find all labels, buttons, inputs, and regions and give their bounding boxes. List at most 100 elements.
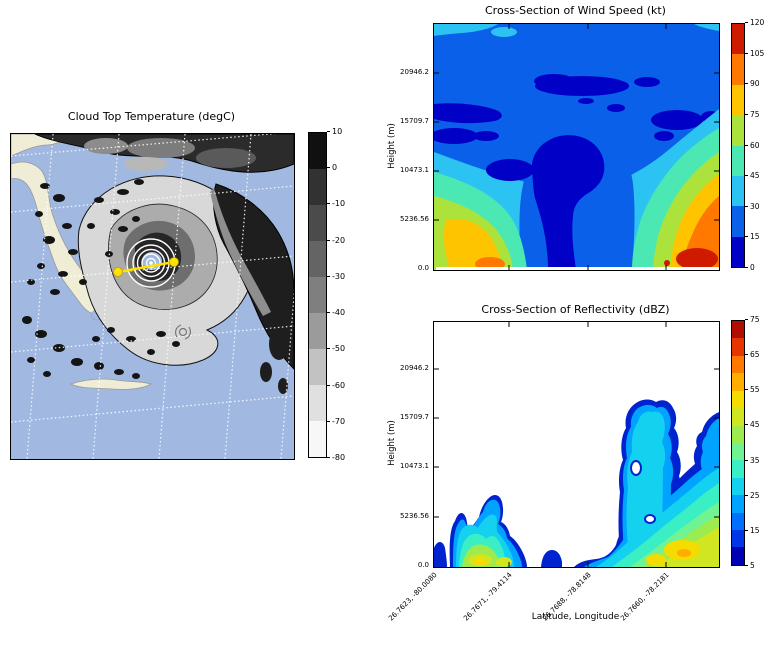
hurricane-icon (175, 324, 191, 340)
refl-colorbar-label: 55 (750, 385, 760, 394)
wind-ytick-label: 15709.7 (400, 117, 429, 125)
map-plot (10, 133, 295, 460)
map-colorbar-segment (309, 169, 326, 205)
map-colorbar-tickmark (327, 131, 330, 132)
map-colorbar (308, 132, 327, 458)
map-colorbar-tickmark (327, 203, 330, 204)
map-colorbar-label: -80 (332, 453, 346, 462)
refl-colorbar-segment (732, 512, 744, 531)
map-colorbar-label: -10 (332, 199, 346, 208)
wind-colorbar-segment (732, 84, 744, 116)
map-colorbar-label: -40 (332, 308, 346, 317)
refl-colorbar-segment (732, 425, 744, 443)
map-colorbar-tickmark (327, 348, 330, 349)
wind-colorbar-tickmark (745, 53, 748, 54)
wind-colorbar-tickmark (745, 22, 748, 23)
wind-colorbar-label: 45 (750, 171, 760, 180)
refl-xtick-label: 26.7671, -79.4114 (462, 571, 514, 623)
wind-colorbar-label: 105 (750, 49, 765, 58)
north-cloud-band (34, 134, 294, 173)
wind-colorbar-label: 60 (750, 141, 760, 150)
refl-colorbar-label: 25 (750, 491, 760, 500)
refl-colorbar-segment (732, 355, 744, 374)
refl-left-cells (434, 494, 562, 567)
map-colorbar-segment (309, 421, 326, 457)
refl-xlabel: Latitude, Longitude (531, 612, 620, 622)
map-colorbar-tickmark (327, 421, 330, 422)
refl-axis-ticks (434, 322, 719, 567)
map-colorbar-tickmark (327, 385, 330, 386)
refl-colorbar-tickmark (745, 460, 748, 461)
transect-endpoint-east (169, 257, 179, 267)
map-colorbar-tickmark (327, 457, 330, 458)
map-colorbar-label: -30 (332, 272, 346, 281)
refl-colorbar-tickmark (745, 565, 748, 566)
wind-colorbar-segment (732, 115, 744, 146)
refl-colorbar-segment (732, 442, 744, 461)
map-colorbar-segment (309, 241, 326, 277)
map-colorbar-segment (309, 385, 326, 421)
refl-ytick-label: 0.0 (417, 561, 429, 569)
refl-plot (433, 321, 720, 568)
map-colorbar-label: -60 (332, 381, 346, 390)
refl-colorbar-segment (732, 408, 744, 426)
wind-ytick-label: 10473.1 (400, 166, 429, 174)
map-colorbar-tickmark (327, 312, 330, 313)
surface-strip (436, 267, 719, 270)
refl-colorbar-segment (732, 547, 744, 565)
map-colorbar-tickmark (327, 276, 330, 277)
refl-colorbar-segment (732, 495, 744, 513)
map-colorbar-label: 0 (332, 163, 338, 172)
map-colorbar-segment (309, 205, 326, 241)
refl-colorbar-tickmark (745, 530, 748, 531)
wind-speed-contour (434, 24, 719, 270)
wind-colorbar-tickmark (745, 175, 748, 176)
wind-colorbar-tickmark (745, 83, 748, 84)
refl-colorbar-tickmark (745, 319, 748, 320)
graticule (11, 134, 294, 459)
refl-colorbar-segment (732, 338, 744, 356)
refl-ylabel: Height (m) (387, 420, 397, 466)
map-colorbar-segment (309, 133, 326, 169)
wind-colorbar-segment (732, 175, 744, 207)
refl-right-tower (574, 399, 719, 567)
refl-colorbar-label: 5 (750, 561, 755, 570)
refl-colorbar (731, 320, 745, 566)
wind-colorbar-segment (732, 54, 744, 85)
map-colorbar-label: -20 (332, 236, 346, 245)
wind-ytick-label: 5236.56 (400, 215, 429, 223)
storm-center-dot (149, 261, 153, 265)
refl-title: Cross-Section of Reflectivity (dBZ) (481, 303, 670, 316)
wind-plot (433, 23, 720, 271)
map-colorbar-label: -70 (332, 417, 346, 426)
refl-colorbar-tickmark (745, 424, 748, 425)
map-colorbar-segment (309, 313, 326, 349)
wind-30-45kt-top (434, 24, 719, 37)
refl-colorbar-label: 45 (750, 420, 760, 429)
map-colorbar-segment (309, 349, 326, 385)
wind-colorbar-segment (732, 206, 744, 237)
east-cloud-band (210, 183, 294, 394)
wind-colorbar-tickmark (745, 267, 748, 268)
refl-ytick-label: 5236.56 (400, 512, 429, 520)
refl-colorbar-label: 75 (750, 315, 760, 324)
refl-colorbar-segment (732, 321, 744, 339)
refl-colorbar-label: 35 (750, 456, 760, 465)
cloud-top-temperature-map (11, 134, 294, 459)
map-title: Cloud Top Temperature (degC) (67, 110, 236, 123)
refl-xtick-label: 26.7688, -78.8148 (541, 571, 593, 623)
wind-colorbar-segment (732, 24, 744, 55)
wind-colorbar (731, 23, 745, 268)
refl-colorbar-label: 65 (750, 350, 760, 359)
wind-axis-ticks (434, 24, 719, 270)
wind-title: Cross-Section of Wind Speed (kt) (485, 4, 666, 17)
wind-colorbar-label: 15 (750, 232, 760, 241)
refl-colorbar-segment (732, 390, 744, 409)
wind-colorbar-label: 30 (750, 202, 760, 211)
wind-colorbar-tickmark (745, 145, 748, 146)
refl-colorbar-tickmark (745, 495, 748, 496)
wind-ytick-label: 0.0 (417, 264, 429, 272)
range-rings (126, 238, 176, 288)
figure-canvas: { "figure": { "width": 773, "height": 63… (10, 4, 765, 623)
map-colorbar-label: 10 (332, 127, 343, 136)
